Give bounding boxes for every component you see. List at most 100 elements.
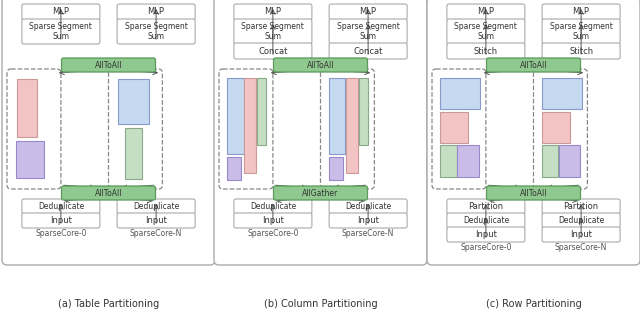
- FancyBboxPatch shape: [234, 43, 312, 59]
- Text: SparseCore-0: SparseCore-0: [35, 230, 86, 239]
- Text: MLP: MLP: [148, 8, 164, 17]
- Bar: [541, 78, 582, 109]
- FancyBboxPatch shape: [117, 19, 195, 44]
- FancyBboxPatch shape: [61, 186, 156, 200]
- Text: Concat: Concat: [353, 46, 383, 56]
- FancyBboxPatch shape: [273, 186, 367, 200]
- Bar: [458, 145, 479, 176]
- Bar: [16, 141, 44, 178]
- Text: MLP: MLP: [52, 8, 69, 17]
- FancyBboxPatch shape: [542, 227, 620, 242]
- FancyBboxPatch shape: [7, 69, 61, 189]
- FancyBboxPatch shape: [486, 186, 580, 200]
- FancyBboxPatch shape: [329, 19, 407, 44]
- FancyBboxPatch shape: [61, 58, 156, 72]
- FancyBboxPatch shape: [329, 4, 407, 20]
- Text: Deduplicate: Deduplicate: [38, 202, 84, 211]
- FancyBboxPatch shape: [447, 227, 525, 242]
- FancyBboxPatch shape: [542, 19, 620, 44]
- Bar: [244, 78, 257, 173]
- Bar: [227, 78, 244, 154]
- Bar: [329, 157, 343, 180]
- Text: AllToAll: AllToAll: [95, 61, 122, 69]
- Bar: [125, 128, 142, 179]
- FancyBboxPatch shape: [234, 4, 312, 20]
- Bar: [440, 78, 481, 109]
- Text: Sparse Segment
Sum: Sparse Segment Sum: [29, 22, 92, 41]
- Text: Stitch: Stitch: [569, 46, 593, 56]
- FancyBboxPatch shape: [447, 4, 525, 20]
- FancyBboxPatch shape: [447, 43, 525, 59]
- Text: Deduplicate: Deduplicate: [558, 216, 604, 225]
- Text: Partition: Partition: [564, 202, 598, 211]
- Text: Input: Input: [145, 216, 167, 225]
- FancyBboxPatch shape: [329, 199, 407, 214]
- Bar: [440, 111, 468, 143]
- FancyBboxPatch shape: [109, 69, 163, 189]
- FancyBboxPatch shape: [542, 199, 620, 214]
- FancyBboxPatch shape: [22, 19, 100, 44]
- FancyBboxPatch shape: [542, 4, 620, 20]
- Bar: [559, 145, 580, 176]
- Text: AllGather: AllGather: [302, 188, 339, 198]
- Text: Sparse Segment
Sum: Sparse Segment Sum: [125, 22, 188, 41]
- Text: AllToAll: AllToAll: [520, 61, 547, 69]
- FancyBboxPatch shape: [432, 69, 486, 189]
- Text: MLP: MLP: [360, 8, 376, 17]
- Text: (c) Row Partitioning: (c) Row Partitioning: [486, 299, 581, 309]
- Text: (a) Table Partitioning: (a) Table Partitioning: [58, 299, 159, 309]
- Text: Deduplicate: Deduplicate: [463, 216, 509, 225]
- Text: AllToAll: AllToAll: [520, 188, 547, 198]
- Bar: [440, 145, 456, 176]
- FancyBboxPatch shape: [234, 199, 312, 214]
- FancyBboxPatch shape: [2, 0, 215, 265]
- Bar: [346, 78, 358, 173]
- Text: Sparse Segment
Sum: Sparse Segment Sum: [241, 22, 305, 41]
- Text: Deduplicate: Deduplicate: [345, 202, 391, 211]
- Bar: [257, 78, 266, 145]
- FancyBboxPatch shape: [117, 199, 195, 214]
- FancyBboxPatch shape: [447, 199, 525, 214]
- FancyBboxPatch shape: [117, 4, 195, 20]
- FancyBboxPatch shape: [214, 0, 427, 265]
- FancyBboxPatch shape: [447, 213, 525, 228]
- Text: SparseCore-N: SparseCore-N: [342, 230, 394, 239]
- Text: Sparse Segment
Sum: Sparse Segment Sum: [337, 22, 399, 41]
- FancyBboxPatch shape: [219, 69, 273, 189]
- Text: Sparse Segment
Sum: Sparse Segment Sum: [454, 22, 517, 41]
- FancyBboxPatch shape: [447, 19, 525, 44]
- FancyBboxPatch shape: [542, 43, 620, 59]
- FancyBboxPatch shape: [117, 213, 195, 228]
- Bar: [359, 78, 368, 145]
- Text: SparseCore-0: SparseCore-0: [460, 243, 511, 252]
- FancyBboxPatch shape: [22, 199, 100, 214]
- Text: Input: Input: [262, 216, 284, 225]
- FancyBboxPatch shape: [329, 213, 407, 228]
- Text: Input: Input: [357, 216, 379, 225]
- Bar: [118, 79, 148, 124]
- Text: Partition: Partition: [468, 202, 504, 211]
- FancyBboxPatch shape: [22, 213, 100, 228]
- Text: Stitch: Stitch: [474, 46, 498, 56]
- FancyBboxPatch shape: [234, 213, 312, 228]
- Bar: [227, 157, 241, 180]
- FancyBboxPatch shape: [534, 69, 588, 189]
- Text: Input: Input: [475, 230, 497, 239]
- FancyBboxPatch shape: [542, 213, 620, 228]
- FancyBboxPatch shape: [234, 19, 312, 44]
- Bar: [541, 111, 570, 143]
- Text: Concat: Concat: [258, 46, 287, 56]
- Text: SparseCore-0: SparseCore-0: [247, 230, 299, 239]
- FancyBboxPatch shape: [273, 58, 367, 72]
- FancyBboxPatch shape: [321, 69, 374, 189]
- Text: MLP: MLP: [573, 8, 589, 17]
- Bar: [329, 78, 346, 154]
- Text: Deduplicate: Deduplicate: [250, 202, 296, 211]
- FancyBboxPatch shape: [486, 58, 580, 72]
- FancyBboxPatch shape: [427, 0, 640, 265]
- Text: Input: Input: [50, 216, 72, 225]
- FancyBboxPatch shape: [329, 43, 407, 59]
- Text: SparseCore-N: SparseCore-N: [555, 243, 607, 252]
- Text: MLP: MLP: [264, 8, 282, 17]
- Text: AllToAll: AllToAll: [307, 61, 334, 69]
